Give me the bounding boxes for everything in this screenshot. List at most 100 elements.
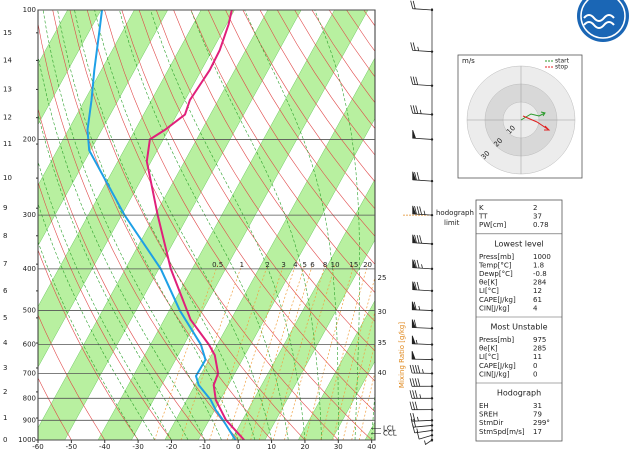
moist-adiabat bbox=[119, 10, 289, 440]
isotherm-band bbox=[97, 10, 369, 440]
x-tick-label: -20 bbox=[166, 443, 177, 450]
isotherm-band bbox=[364, 421, 375, 440]
mixing-ratio-line bbox=[180, 264, 243, 440]
x-tick-label: 10 bbox=[267, 443, 276, 450]
moist-adiabat bbox=[74, 10, 256, 440]
hodograph-unit: m/s bbox=[462, 57, 475, 65]
index-label: CAPE[J/kg] bbox=[479, 296, 516, 304]
mixing-ratio-line bbox=[154, 264, 219, 440]
dry-adiabat bbox=[173, 10, 375, 322]
index-label: StmDir bbox=[479, 419, 503, 427]
mixing-ratio-line bbox=[239, 264, 296, 440]
index-value: 61 bbox=[533, 296, 542, 304]
mixing-ratio-line bbox=[226, 264, 284, 440]
wind-level-dot bbox=[430, 424, 434, 427]
y-tick-label: 100 bbox=[23, 6, 36, 14]
mixing-ratio-label: 20 bbox=[363, 261, 372, 269]
mixing-ratio-label: 2 bbox=[265, 261, 269, 269]
wind-barb bbox=[411, 335, 433, 346]
index-value: 0 bbox=[533, 362, 537, 370]
mixing-ratio-label: 1 bbox=[240, 261, 244, 269]
index-label: SREH bbox=[479, 411, 498, 419]
height-tick-label: 5 bbox=[3, 314, 7, 322]
wind-level-dot bbox=[430, 343, 434, 346]
mixing-ratio-label: 3 bbox=[281, 261, 285, 269]
height-tick-label: 15 bbox=[3, 29, 12, 37]
index-value: 1.8 bbox=[533, 261, 544, 269]
index-label: Press[mb] bbox=[479, 253, 514, 261]
dry-adiabat bbox=[38, 181, 172, 440]
wind-barb bbox=[409, 378, 433, 387]
mixing-ratio-line bbox=[358, 370, 375, 440]
height-tick-label: 9 bbox=[3, 204, 7, 212]
dry-adiabat bbox=[190, 10, 375, 294]
index-value: 299° bbox=[533, 419, 550, 427]
index-value: 31 bbox=[533, 402, 542, 410]
dry-adiabat bbox=[38, 22, 239, 440]
wind-level-dot bbox=[430, 8, 434, 12]
moist-adiabat bbox=[244, 10, 339, 440]
x-tick-label: 30 bbox=[334, 443, 343, 450]
wind-level-dot bbox=[430, 50, 434, 53]
mixing-ratio-line bbox=[250, 264, 306, 440]
index-label: PW[cm] bbox=[479, 221, 507, 229]
index-label: θe[K] bbox=[479, 279, 498, 287]
section-title: Most Unstable bbox=[491, 323, 548, 332]
height-tick-label: 10 bbox=[3, 174, 12, 182]
mixing-ratio-label: 8 bbox=[323, 261, 327, 269]
index-label: EH bbox=[479, 402, 489, 410]
wind-barb bbox=[412, 129, 433, 140]
mixing-ratio-label: 15 bbox=[349, 261, 358, 269]
height-tick-label: 4 bbox=[3, 339, 8, 347]
x-tick-label: 20 bbox=[300, 443, 309, 450]
level-label: CCL bbox=[383, 429, 397, 437]
dry-adiabat bbox=[156, 10, 375, 352]
moist-adiabat bbox=[94, 10, 272, 440]
moist-adiabat bbox=[371, 387, 375, 440]
wind-level-dot bbox=[430, 309, 434, 312]
wind-barb bbox=[411, 301, 433, 311]
x-tick-label: 0 bbox=[236, 443, 240, 450]
hodograph-ring-label: 30 bbox=[480, 149, 492, 161]
height-tick-label: 8 bbox=[3, 232, 7, 240]
y-tick-label: 500 bbox=[23, 307, 36, 315]
mixing-ratio-label: 25 bbox=[378, 274, 387, 282]
wind-level-dot bbox=[430, 408, 434, 411]
wind-level-dot bbox=[430, 438, 434, 442]
wind-level-dot bbox=[430, 138, 434, 141]
wind-level-dot bbox=[430, 434, 434, 437]
wind-level-dot bbox=[430, 179, 434, 183]
wind-barb bbox=[410, 105, 433, 115]
moist-adiabat bbox=[57, 10, 239, 440]
isotherm-band bbox=[297, 299, 375, 440]
index-value: 79 bbox=[533, 411, 542, 419]
wind-barb bbox=[410, 76, 433, 87]
mixing-ratio-label: 4 bbox=[293, 261, 298, 269]
y-tick-label: 900 bbox=[23, 416, 36, 424]
height-tick-label: 3 bbox=[3, 364, 7, 372]
wind-level-dot bbox=[430, 242, 434, 246]
index-label: Press[mb] bbox=[479, 336, 514, 344]
mixing-ratio-label: 5 bbox=[302, 261, 306, 269]
height-tick-label: 6 bbox=[3, 287, 8, 295]
y-tick-label: 600 bbox=[23, 341, 36, 349]
index-label: Temp[°C] bbox=[478, 261, 512, 269]
x-tick-label: 40 bbox=[367, 443, 376, 450]
dry-adiabat bbox=[588, 10, 634, 440]
mixing-ratio-label: 10 bbox=[331, 261, 340, 269]
wind-barb bbox=[410, 0, 433, 11]
index-label: LI[°C] bbox=[479, 353, 499, 361]
hodograph-ring-label: 20 bbox=[492, 137, 504, 149]
wind-barb bbox=[409, 413, 433, 422]
x-tick-label: -40 bbox=[99, 443, 110, 450]
dry-adiabat bbox=[38, 314, 105, 440]
moist-adiabat bbox=[38, 160, 172, 440]
x-tick-label: -10 bbox=[199, 443, 210, 450]
mixing-ratio-label: 0.5 bbox=[212, 261, 223, 269]
dry-adiabat bbox=[225, 10, 375, 237]
wind-barb bbox=[409, 390, 433, 399]
section-title: Hodograph bbox=[497, 389, 541, 398]
isotherm-band bbox=[38, 10, 169, 247]
height-tick-label: 0 bbox=[3, 436, 7, 444]
